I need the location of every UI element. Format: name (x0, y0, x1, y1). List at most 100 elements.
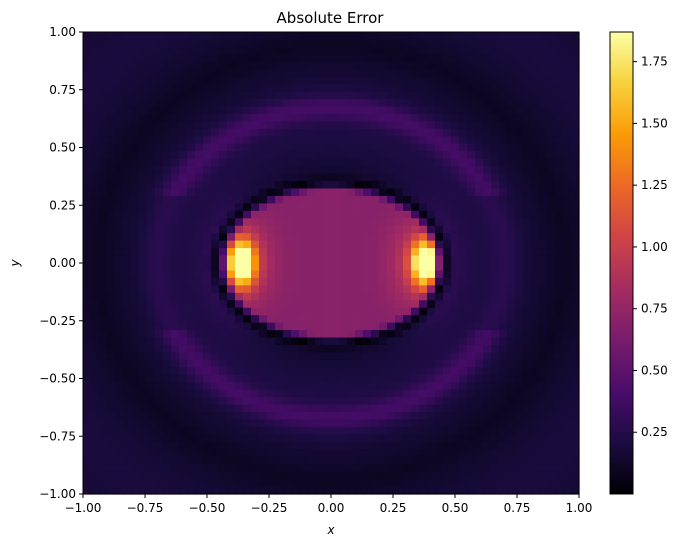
heatmap-cell (467, 352, 476, 361)
heatmap-cell (163, 99, 172, 108)
heatmap-cell (131, 121, 140, 130)
heatmap-cell (83, 166, 92, 175)
heatmap-cell (155, 426, 164, 435)
heatmap-cell (483, 166, 492, 175)
heatmap-cell (219, 195, 228, 204)
heatmap-cell (227, 441, 236, 450)
heatmap-cell (91, 181, 100, 190)
heatmap-cell (467, 397, 476, 406)
heatmap-cell (267, 479, 276, 488)
heatmap-cell (115, 91, 124, 100)
heatmap-cell (123, 479, 132, 488)
heatmap-cell (419, 46, 428, 55)
heatmap-cell (235, 255, 244, 264)
heatmap-cell (443, 32, 452, 41)
heatmap-cell (355, 106, 364, 115)
heatmap-cell (163, 195, 172, 204)
heatmap-cell (387, 188, 396, 197)
heatmap-cell (443, 352, 452, 361)
heatmap-cell (235, 285, 244, 294)
heatmap-cell (547, 456, 556, 465)
heatmap-cell (99, 181, 108, 190)
heatmap-cell (363, 292, 372, 301)
heatmap-cell (339, 113, 348, 123)
heatmap-cell (99, 367, 108, 376)
heatmap-cell (403, 441, 412, 450)
heatmap-cell (299, 441, 308, 450)
heatmap-cell (363, 315, 372, 324)
heatmap-cell (547, 99, 556, 108)
heatmap-cell (539, 173, 548, 182)
heatmap-cell (163, 337, 172, 346)
heatmap-cell (323, 270, 332, 279)
heatmap-cell (283, 441, 292, 450)
heatmap-cell (363, 270, 372, 279)
heatmap-cell (291, 315, 300, 324)
heatmap-cell (491, 344, 500, 354)
heatmap-cell (443, 255, 452, 264)
heatmap-cell (411, 449, 420, 458)
heatmap-cell (555, 61, 564, 70)
heatmap-cell (219, 456, 228, 465)
heatmap-cell (91, 143, 100, 152)
heatmap-cell (235, 434, 244, 443)
heatmap-cell (251, 263, 260, 272)
heatmap-cell (355, 195, 364, 204)
heatmap-cell (355, 46, 364, 55)
heatmap-cell (515, 195, 524, 204)
heatmap-cell (251, 151, 260, 160)
heatmap-cell (187, 46, 196, 55)
heatmap-cell (211, 352, 220, 361)
heatmap-cell (571, 69, 580, 78)
heatmap-cell (299, 32, 308, 41)
heatmap-cell (563, 426, 572, 435)
heatmap-cell (163, 277, 172, 286)
heatmap-cell (395, 441, 404, 450)
heatmap-cell (139, 218, 148, 227)
heatmap-cell (507, 136, 516, 145)
x-tick-label: −0.25 (251, 501, 288, 515)
heatmap-cell (387, 240, 396, 249)
heatmap-cell (403, 412, 412, 421)
heatmap-cell (171, 412, 180, 421)
heatmap-cell (483, 449, 492, 458)
heatmap-cell (523, 188, 532, 197)
heatmap-cell (307, 292, 316, 301)
heatmap-cell (123, 292, 132, 301)
heatmap-cell (443, 76, 452, 85)
heatmap-cell (547, 441, 556, 450)
heatmap-cell (483, 270, 492, 279)
heatmap-cell (395, 486, 404, 495)
heatmap-cell (91, 173, 100, 182)
heatmap-cell (99, 173, 108, 182)
heatmap-cell (227, 464, 236, 473)
heatmap-cell (515, 158, 524, 167)
heatmap-cell (147, 367, 156, 376)
heatmap-cell (259, 151, 268, 160)
heatmap-cell (363, 419, 372, 428)
heatmap-cell (91, 158, 100, 167)
heatmap-cell (395, 330, 404, 339)
heatmap-cell (451, 359, 460, 368)
heatmap-cell (515, 322, 524, 331)
heatmap-cell (243, 337, 252, 346)
heatmap-cell (291, 158, 300, 167)
heatmap-cell (507, 307, 516, 316)
heatmap-cell (315, 39, 324, 48)
heatmap-cell (459, 389, 468, 398)
heatmap-cell (499, 449, 508, 458)
heatmap-cell (531, 322, 540, 331)
heatmap-cell (155, 344, 164, 354)
heatmap-cell (187, 285, 196, 294)
heatmap-cell (107, 32, 116, 41)
heatmap-cell (379, 181, 388, 190)
heatmap-cell (163, 404, 172, 413)
heatmap-cell (427, 99, 436, 108)
heatmap-cell (307, 270, 316, 279)
heatmap-cell (531, 158, 540, 167)
heatmap-cell (531, 292, 540, 301)
heatmap-cell (227, 218, 236, 227)
heatmap-cell (203, 307, 212, 316)
heatmap-cell (371, 471, 380, 480)
heatmap-cell (291, 307, 300, 316)
